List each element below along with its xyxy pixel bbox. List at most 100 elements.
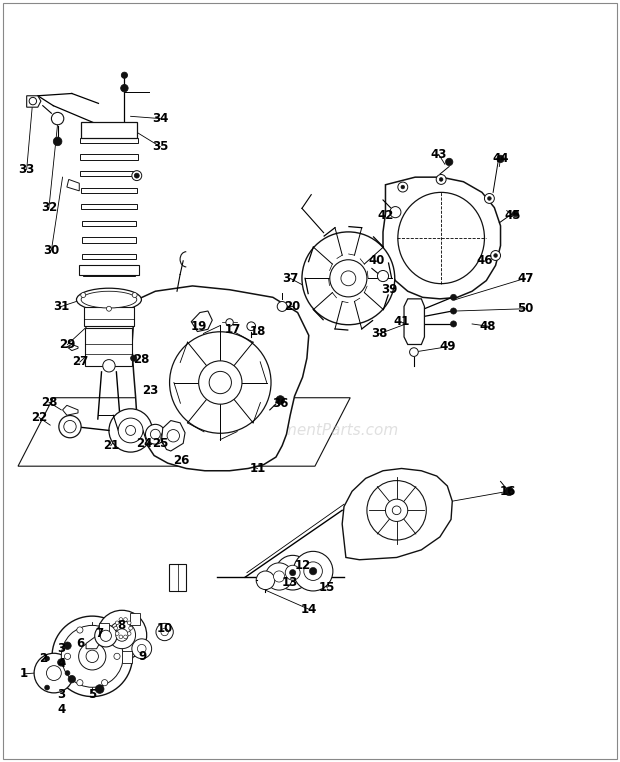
Text: 28: 28 (41, 395, 57, 408)
Polygon shape (162, 421, 185, 451)
Circle shape (97, 610, 147, 660)
Circle shape (512, 210, 518, 216)
Circle shape (51, 113, 64, 125)
Text: 46: 46 (476, 255, 493, 267)
Circle shape (293, 552, 333, 591)
Text: 16: 16 (500, 485, 516, 498)
Text: 8: 8 (117, 620, 125, 632)
Circle shape (118, 418, 143, 443)
Circle shape (367, 481, 427, 540)
Text: ReplacementParts.com: ReplacementParts.com (221, 423, 399, 438)
Circle shape (119, 618, 123, 621)
Text: 3: 3 (57, 688, 65, 701)
Circle shape (410, 347, 418, 357)
Circle shape (378, 271, 389, 282)
Text: 6: 6 (76, 637, 84, 650)
Text: 2: 2 (38, 652, 47, 665)
Circle shape (285, 565, 300, 580)
Text: 43: 43 (430, 148, 447, 161)
Bar (169, 564, 186, 591)
Bar (81, 123, 137, 138)
Circle shape (129, 626, 133, 630)
Circle shape (61, 626, 123, 687)
Circle shape (275, 555, 310, 590)
Circle shape (490, 251, 500, 261)
Circle shape (103, 360, 115, 372)
Ellipse shape (76, 288, 141, 311)
Bar (82, 238, 136, 243)
Text: 26: 26 (173, 454, 190, 467)
Circle shape (100, 630, 112, 642)
Text: 19: 19 (190, 320, 207, 333)
Circle shape (398, 182, 408, 192)
Text: 40: 40 (369, 255, 385, 267)
Text: 39: 39 (381, 283, 397, 296)
Circle shape (127, 621, 131, 625)
Circle shape (450, 308, 456, 314)
Bar (84, 307, 134, 326)
Circle shape (392, 506, 401, 514)
Bar (79, 265, 139, 274)
Text: 28: 28 (133, 354, 150, 367)
Text: 13: 13 (282, 576, 298, 589)
Circle shape (108, 622, 136, 648)
Circle shape (277, 302, 287, 312)
Text: 32: 32 (41, 201, 57, 214)
Circle shape (77, 680, 83, 686)
Circle shape (304, 562, 322, 581)
Text: 31: 31 (53, 300, 69, 313)
Text: 18: 18 (249, 325, 265, 338)
Circle shape (161, 428, 180, 448)
Text: 50: 50 (517, 303, 533, 315)
Circle shape (290, 569, 296, 576)
Circle shape (450, 294, 456, 300)
Bar (81, 204, 137, 210)
Circle shape (81, 293, 86, 297)
Polygon shape (130, 613, 140, 625)
Circle shape (146, 424, 166, 444)
Circle shape (386, 499, 408, 521)
Circle shape (440, 178, 443, 181)
Polygon shape (27, 96, 41, 107)
Circle shape (265, 563, 293, 590)
Circle shape (46, 666, 61, 680)
Circle shape (119, 635, 123, 639)
Circle shape (107, 306, 112, 311)
Circle shape (132, 171, 142, 181)
Circle shape (198, 361, 242, 404)
Circle shape (29, 98, 37, 105)
Text: 3: 3 (57, 642, 65, 655)
Circle shape (65, 671, 70, 676)
Text: 38: 38 (371, 328, 388, 341)
Circle shape (79, 642, 106, 670)
Polygon shape (99, 623, 109, 636)
Text: 1: 1 (20, 668, 29, 680)
Text: 36: 36 (272, 397, 288, 410)
Bar (82, 254, 136, 259)
Text: 23: 23 (142, 383, 159, 397)
Text: 49: 49 (439, 341, 456, 354)
Circle shape (121, 85, 128, 92)
Text: 30: 30 (43, 244, 60, 257)
Circle shape (95, 685, 104, 693)
Circle shape (167, 430, 179, 442)
Circle shape (116, 629, 128, 642)
Circle shape (114, 653, 120, 659)
Circle shape (86, 650, 99, 662)
Circle shape (487, 197, 491, 200)
Circle shape (127, 632, 131, 636)
Text: 22: 22 (31, 411, 47, 424)
Text: 48: 48 (480, 320, 497, 333)
Circle shape (256, 571, 275, 590)
Text: 5: 5 (88, 688, 96, 701)
Polygon shape (67, 344, 78, 351)
Circle shape (58, 658, 65, 666)
Circle shape (115, 621, 119, 625)
Bar (81, 187, 137, 193)
Circle shape (276, 395, 285, 405)
Circle shape (34, 653, 74, 693)
Circle shape (273, 571, 285, 582)
Polygon shape (132, 286, 309, 471)
Circle shape (123, 635, 127, 639)
Circle shape (135, 173, 140, 178)
